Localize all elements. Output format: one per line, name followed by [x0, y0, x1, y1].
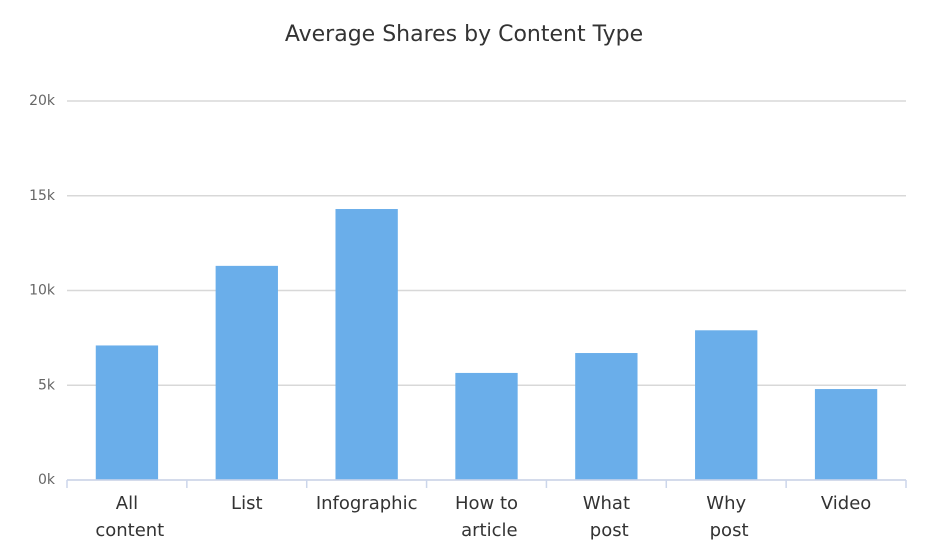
x-tick-label: List [231, 493, 262, 514]
bar [695, 330, 758, 480]
y-tick-label: 10k [29, 283, 56, 299]
bar [215, 265, 278, 480]
bar [95, 345, 159, 480]
x-tick-label: Infographic [316, 493, 418, 514]
y-tick-label: 15k [29, 188, 56, 204]
x-tick-label: What post [583, 493, 630, 541]
y-tick-label: 5k [38, 377, 56, 393]
bar [575, 353, 638, 480]
x-tick-label: All content [90, 493, 165, 541]
x-tick-label: Video [821, 493, 871, 514]
bar [814, 389, 878, 480]
y-tick-label: 20k [29, 93, 56, 109]
bar [335, 209, 398, 480]
bar [455, 372, 518, 480]
chart-title: Average Shares by Content Type [285, 22, 643, 47]
x-tick-label: Why post [704, 493, 749, 541]
x-tick-label: How to article [455, 493, 518, 541]
y-tick-label: 0k [38, 472, 56, 488]
